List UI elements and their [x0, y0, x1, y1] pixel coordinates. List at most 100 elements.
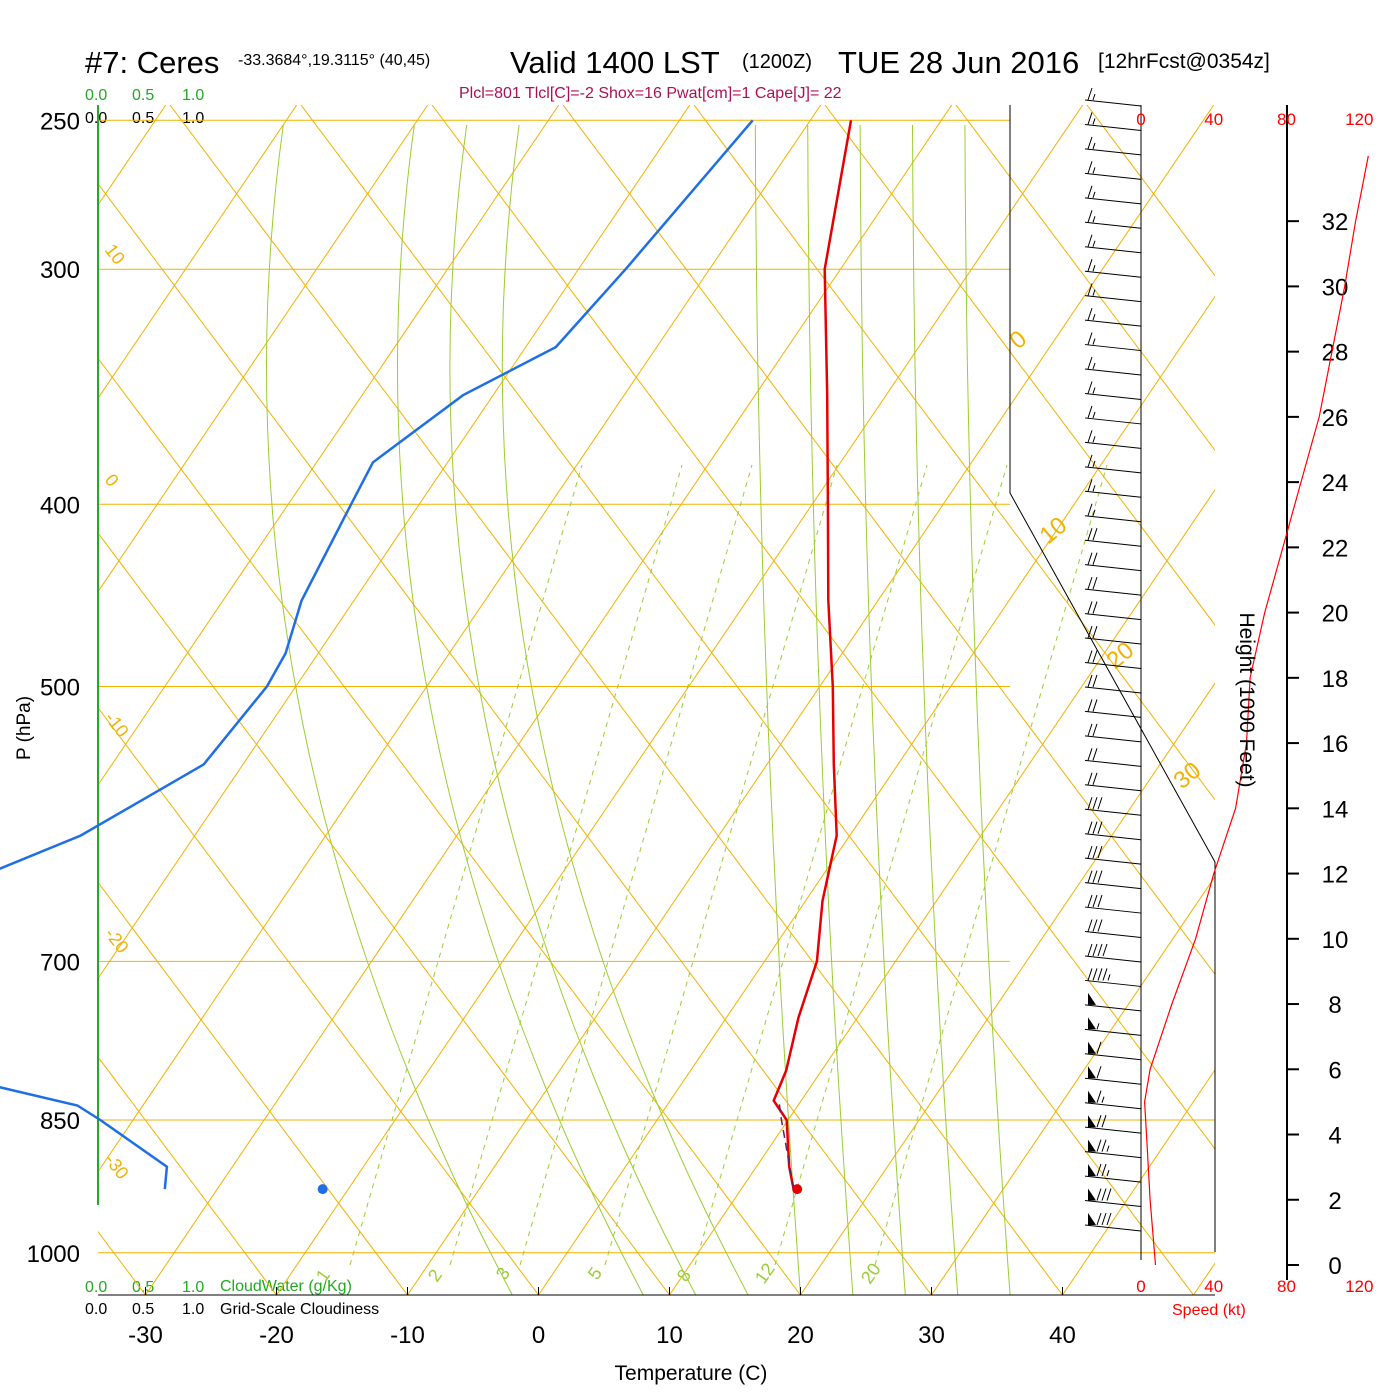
- isotherm-line: [98, 105, 429, 593]
- wind-barb-flag: [1087, 430, 1093, 443]
- wind-barb-flag: [1101, 1115, 1107, 1128]
- wind-barb-staff: [1084, 906, 1142, 914]
- wind-barb-flag: [1092, 919, 1098, 932]
- wind-barb-staff: [1084, 833, 1142, 841]
- wind-barb-staff: [1084, 392, 1142, 400]
- wind-barb-pennant: [1088, 1115, 1096, 1128]
- wind-barb: [1084, 479, 1142, 498]
- wind-barb-pennant: [1088, 1188, 1096, 1201]
- wind-barb-half-flag: [1092, 191, 1096, 198]
- wind-barb: [1084, 1041, 1142, 1061]
- mixing-ratio-label: 5: [584, 1264, 606, 1284]
- wind-barb-half-flag: [1092, 265, 1096, 272]
- wind-barb-flag: [1087, 283, 1093, 296]
- mixing-ratio-label: 2: [424, 1266, 446, 1286]
- isotherm-line: [407, 105, 1215, 1295]
- dry-adiabat-line: [693, 105, 1215, 801]
- wind-barb: [1084, 625, 1142, 645]
- dry-adiabat-line: [169, 105, 1063, 1295]
- wind-barb-flag: [1092, 821, 1098, 834]
- wind-barb: [1084, 528, 1142, 547]
- dry-adiabat-line: [824, 105, 1215, 626]
- wind-barb: [1084, 1139, 1142, 1159]
- wind-barb-staff: [1084, 613, 1142, 621]
- wind-barb-staff: [1084, 197, 1142, 205]
- wind-barb-half-flag: [1092, 216, 1096, 223]
- wind-barb-half-flag: [1092, 485, 1096, 492]
- wind-barb: [1084, 943, 1142, 963]
- wind-barb-staff: [1084, 1224, 1142, 1232]
- wind-barb-staff: [1084, 1028, 1142, 1036]
- wind-barb-flag: [1096, 1163, 1102, 1177]
- wind-barb-staff: [1084, 735, 1142, 743]
- wind-barb-flag: [1087, 870, 1093, 883]
- wind-barb-flag: [1097, 894, 1103, 908]
- isotherm-line: [98, 105, 560, 786]
- wind-barb-flag: [1087, 650, 1093, 663]
- wind-barb-staff: [1084, 221, 1142, 229]
- isotherm-line: [276, 105, 1084, 1295]
- wind-barb: [1084, 1090, 1142, 1110]
- height-tick-label: 20: [1322, 601, 1349, 628]
- wind-barb: [1084, 748, 1142, 767]
- wind-barb: [1084, 1163, 1142, 1183]
- wind-barb-pennant: [1088, 1090, 1096, 1103]
- wind-barb-flag: [1097, 943, 1103, 957]
- speed-tick-bottom: 40: [1204, 1277, 1223, 1296]
- wind-barb-flag: [1092, 870, 1098, 883]
- wind-barb-flag: [1101, 1212, 1107, 1226]
- wind-barb-staff: [1084, 759, 1142, 767]
- temperature-tick-label: -10: [390, 1322, 425, 1349]
- pressure-tick-label: 700: [40, 949, 80, 976]
- cloud-bottom-green-1: 0.5: [132, 1279, 154, 1296]
- dry-adiabat-line: [955, 105, 1215, 452]
- dry-adiabat-line: [98, 881, 408, 1295]
- wind-barb-flag: [1087, 528, 1093, 541]
- zulu-time: (1200Z): [742, 51, 812, 73]
- wind-barb: [1084, 674, 1142, 694]
- pressure-tick-label: 1000: [27, 1241, 80, 1268]
- wind-barb-staff: [1084, 637, 1142, 645]
- moist-adiabat-line: [265, 124, 513, 1295]
- station-title: #7: Ceres: [85, 45, 219, 80]
- surface-temperature-dot: [792, 1184, 803, 1195]
- height-tick-label: 0: [1328, 1253, 1341, 1280]
- mixing-ratio-line: [774, 464, 1008, 1266]
- isotherm-line: [98, 105, 298, 400]
- x-axis-title: Temperature (C): [615, 1362, 768, 1385]
- wind-barb-flag: [1087, 943, 1093, 957]
- wind-barb-flag: [1092, 674, 1098, 688]
- wind-barb-staff: [1084, 979, 1142, 987]
- moist-adiabat-line: [396, 124, 644, 1295]
- isotherm-line: [98, 105, 691, 980]
- wind-barb: [1084, 503, 1142, 523]
- wind-barb-staff: [1084, 784, 1142, 792]
- mixing-ratio-line: [519, 464, 753, 1266]
- cloud-bottom-green-2: 1.0: [182, 1279, 204, 1296]
- wind-barb-flag: [1092, 845, 1098, 859]
- dewpoint-profile-line: [0, 119, 754, 1190]
- adiabat-label: 10: [1035, 512, 1073, 550]
- wind-barb-staff: [1084, 1004, 1142, 1012]
- cloud-scale-bottom: 0.0 0.5 1.0 CloudWater (g/Kg) 0.0 0.5 1.…: [85, 1278, 379, 1318]
- wind-barb: [1084, 259, 1142, 278]
- wind-barb-staff: [1084, 882, 1142, 890]
- cloud-top-black-2: 1.0: [182, 110, 204, 127]
- surface-dewpoint-dot: [317, 1184, 328, 1195]
- wind-barb-staff: [1084, 931, 1142, 939]
- wind-barb: [1084, 870, 1142, 890]
- wind-barb-flag: [1087, 185, 1093, 198]
- wind-barb: [1084, 405, 1142, 425]
- wind-barb-flag: [1087, 503, 1093, 516]
- wind-barb-flag: [1087, 601, 1093, 614]
- wind-barb-staff: [1084, 588, 1142, 596]
- wind-barb-flag: [1101, 1163, 1107, 1177]
- speed-tick-top: 0: [1136, 110, 1145, 129]
- wind-barb-staff: [1084, 148, 1142, 156]
- height-tick-label: 26: [1322, 405, 1349, 432]
- wind-barb: [1084, 723, 1142, 743]
- wind-barb: [1084, 894, 1142, 914]
- moist-adiabat-line: [912, 124, 959, 1295]
- wind-barb-staff: [1084, 1102, 1142, 1110]
- mixing-ratio-line: [449, 464, 683, 1266]
